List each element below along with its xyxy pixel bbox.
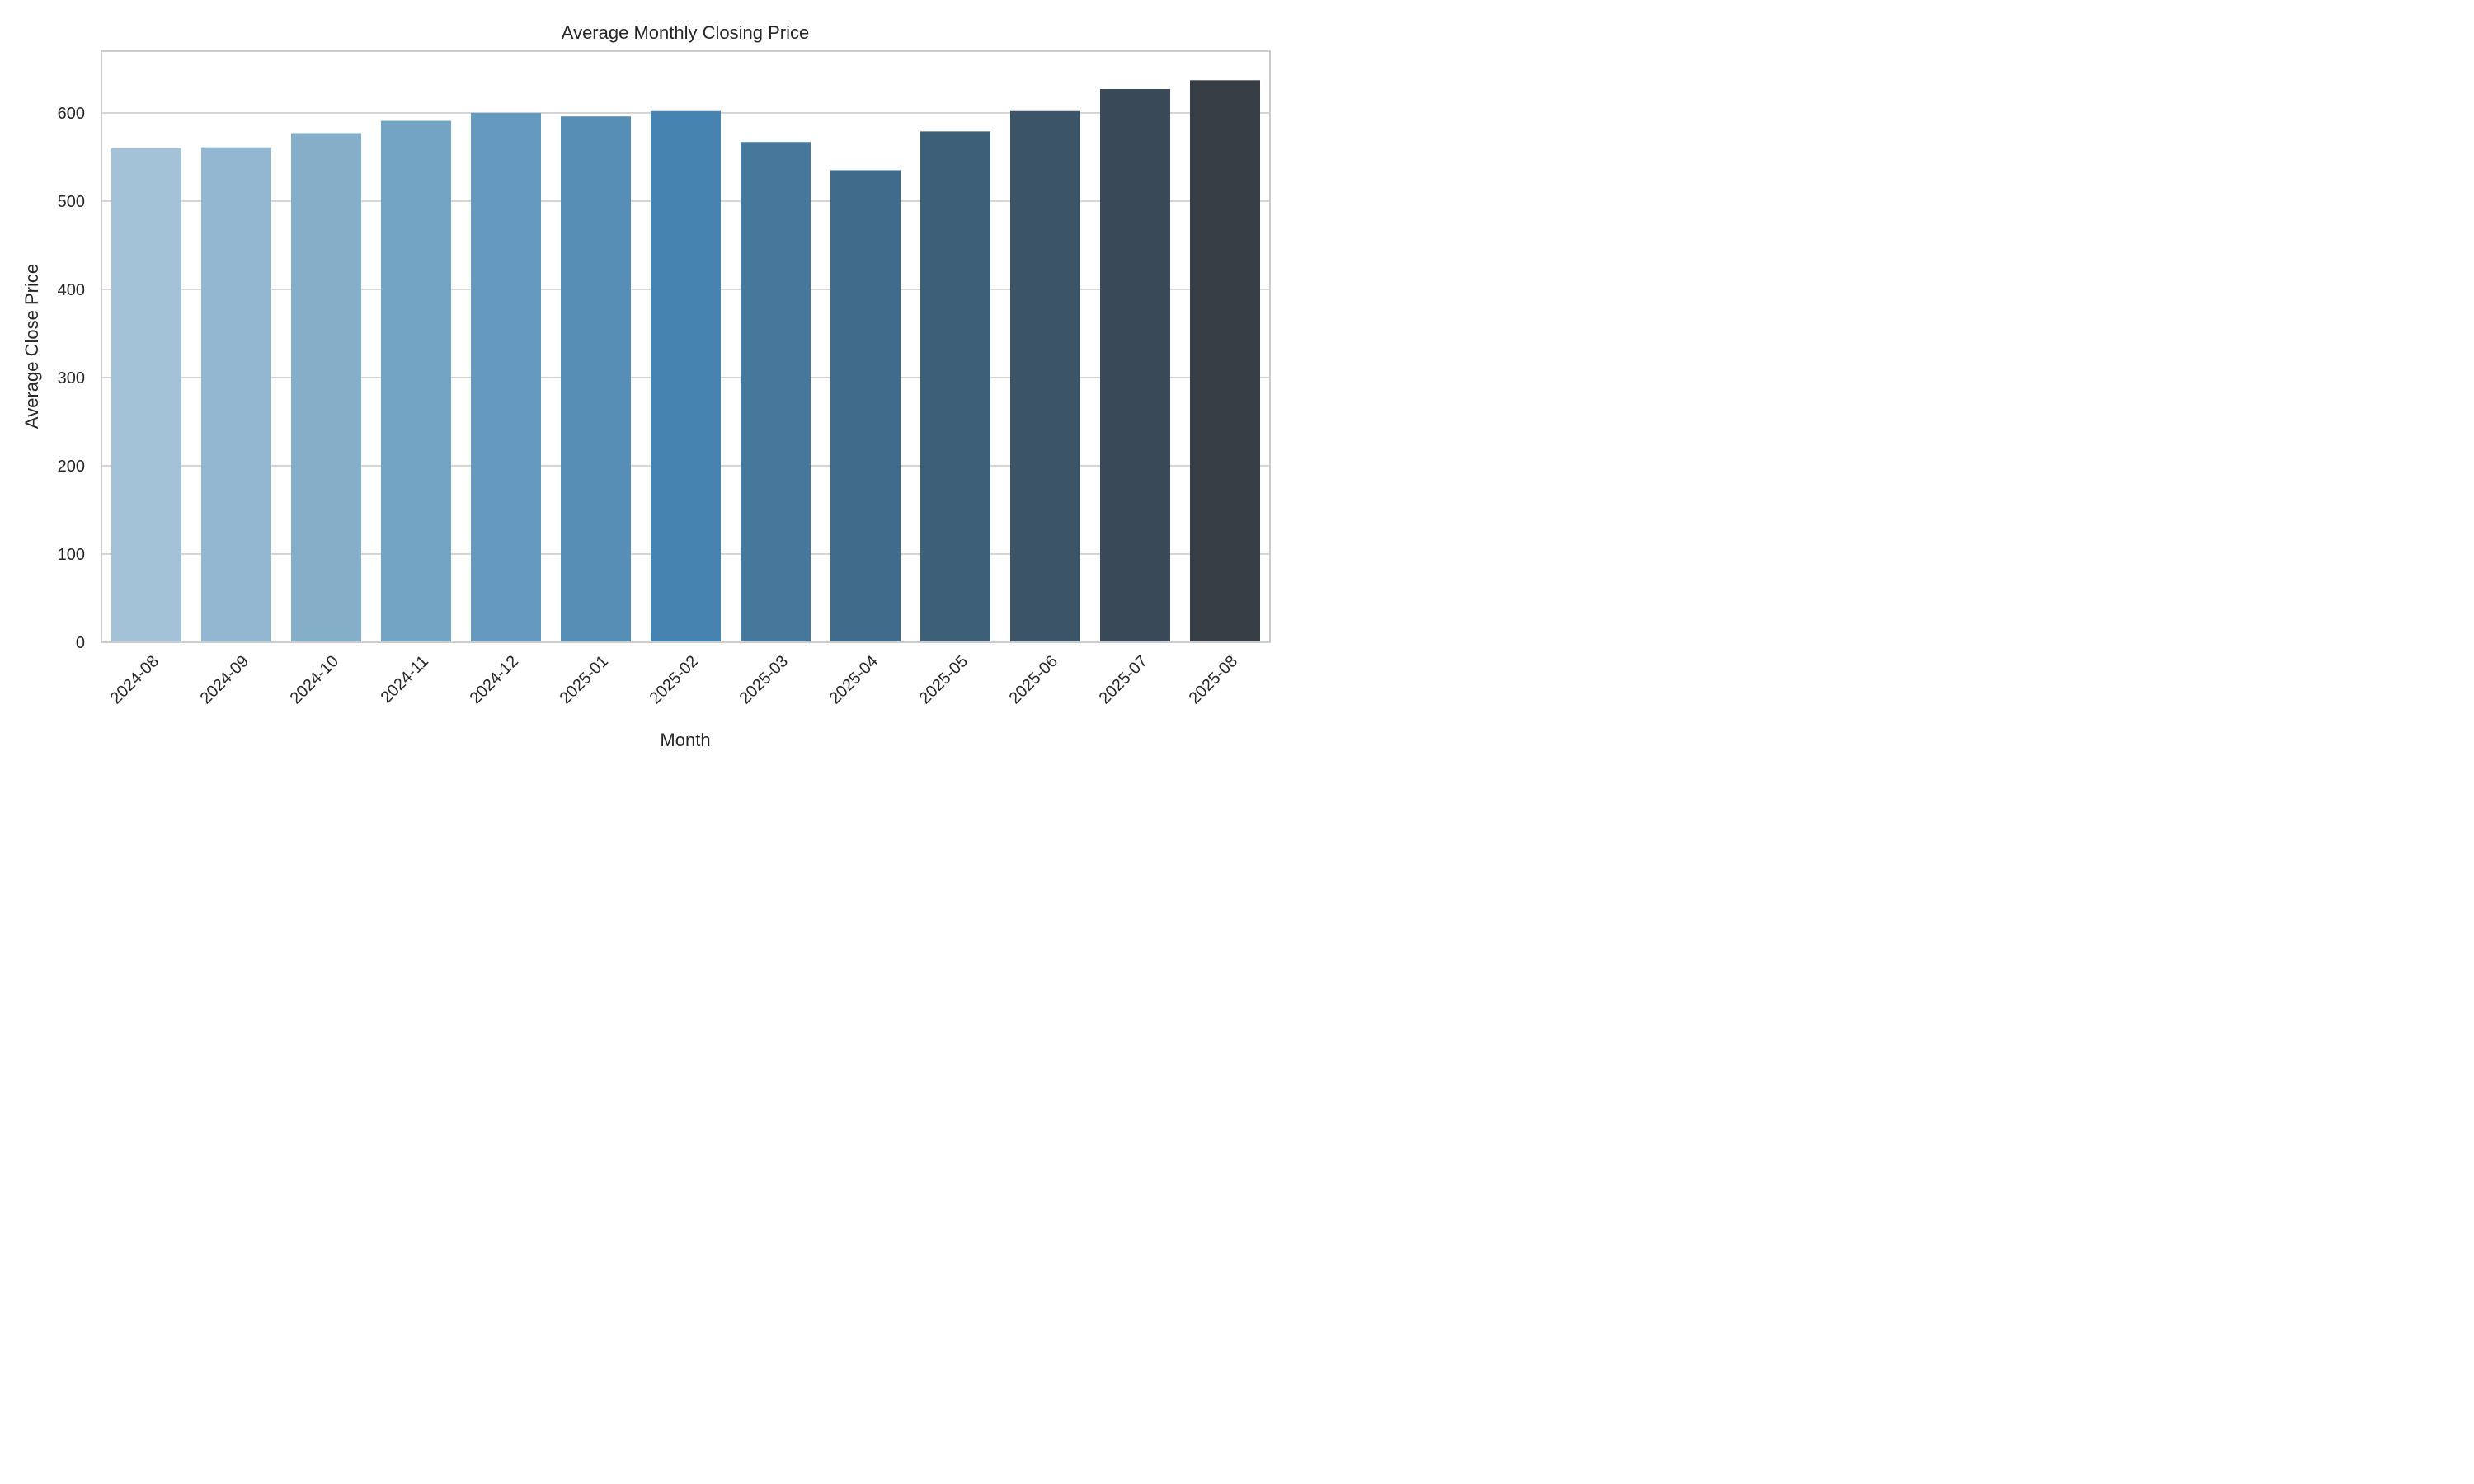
y-tick-label: 100: [58, 546, 85, 564]
x-tick-label: 2024-11: [378, 652, 432, 707]
y-tick-label: 300: [58, 369, 85, 387]
y-tick-label: 600: [58, 105, 85, 123]
y-tick-label: 500: [58, 193, 85, 211]
x-tick-label: 2024-09: [197, 652, 252, 707]
y-tick-label: 400: [58, 281, 85, 299]
x-tick-label: 2024-10: [287, 652, 342, 707]
bar-2025-07: [1099, 89, 1171, 642]
bar-2025-06: [1009, 110, 1081, 642]
x-tick-label: 2025-08: [1186, 652, 1241, 707]
bar-2025-08: [1189, 80, 1261, 642]
bar-2025-04: [830, 170, 901, 642]
x-tick-label: 2025-02: [647, 652, 702, 707]
x-axis-title: Month: [660, 730, 710, 750]
x-tick-label: 2024-12: [467, 652, 522, 707]
bar-2024-10: [290, 133, 362, 643]
bar-2025-05: [920, 131, 991, 643]
bar-2025-02: [650, 110, 722, 642]
y-tick-label: 0: [76, 634, 85, 652]
y-axis-ticks: 0 100 200 300 400 500 600: [58, 105, 85, 652]
bar-chart: Average Monthly Closing Price 0 100 200 300…: [21, 22, 1271, 750]
x-tick-label: 2025-06: [1006, 652, 1061, 707]
bar-2024-12: [470, 112, 542, 642]
bar-2025-03: [740, 142, 811, 643]
bar-2025-01: [560, 116, 632, 642]
x-tick-label: 2025-07: [1096, 652, 1151, 707]
y-axis-title: Average Close Price: [21, 264, 42, 429]
x-tick-label: 2025-01: [557, 652, 612, 707]
axes-border: [101, 50, 1271, 643]
x-tick-label: 2025-04: [826, 652, 882, 707]
x-tick-label: 2025-05: [916, 652, 971, 707]
chart-title: Average Monthly Closing Price: [562, 22, 809, 43]
x-tick-label: 2025-03: [736, 652, 792, 707]
x-axis-ticks: 2024-08 2024-09 2024-10 2024-11 2024-12 2025-…: [107, 652, 1241, 707]
axes-frame: [101, 50, 1271, 643]
bars: [111, 80, 1261, 643]
bar-2024-08: [111, 148, 182, 642]
bar-2024-11: [380, 120, 452, 642]
y-tick-label: 200: [58, 458, 85, 476]
bar-2024-09: [200, 147, 272, 643]
x-tick-label: 2024-08: [107, 652, 162, 707]
chart-container: Average Monthly Closing Price 0 100 200 300…: [0, 0, 1293, 775]
